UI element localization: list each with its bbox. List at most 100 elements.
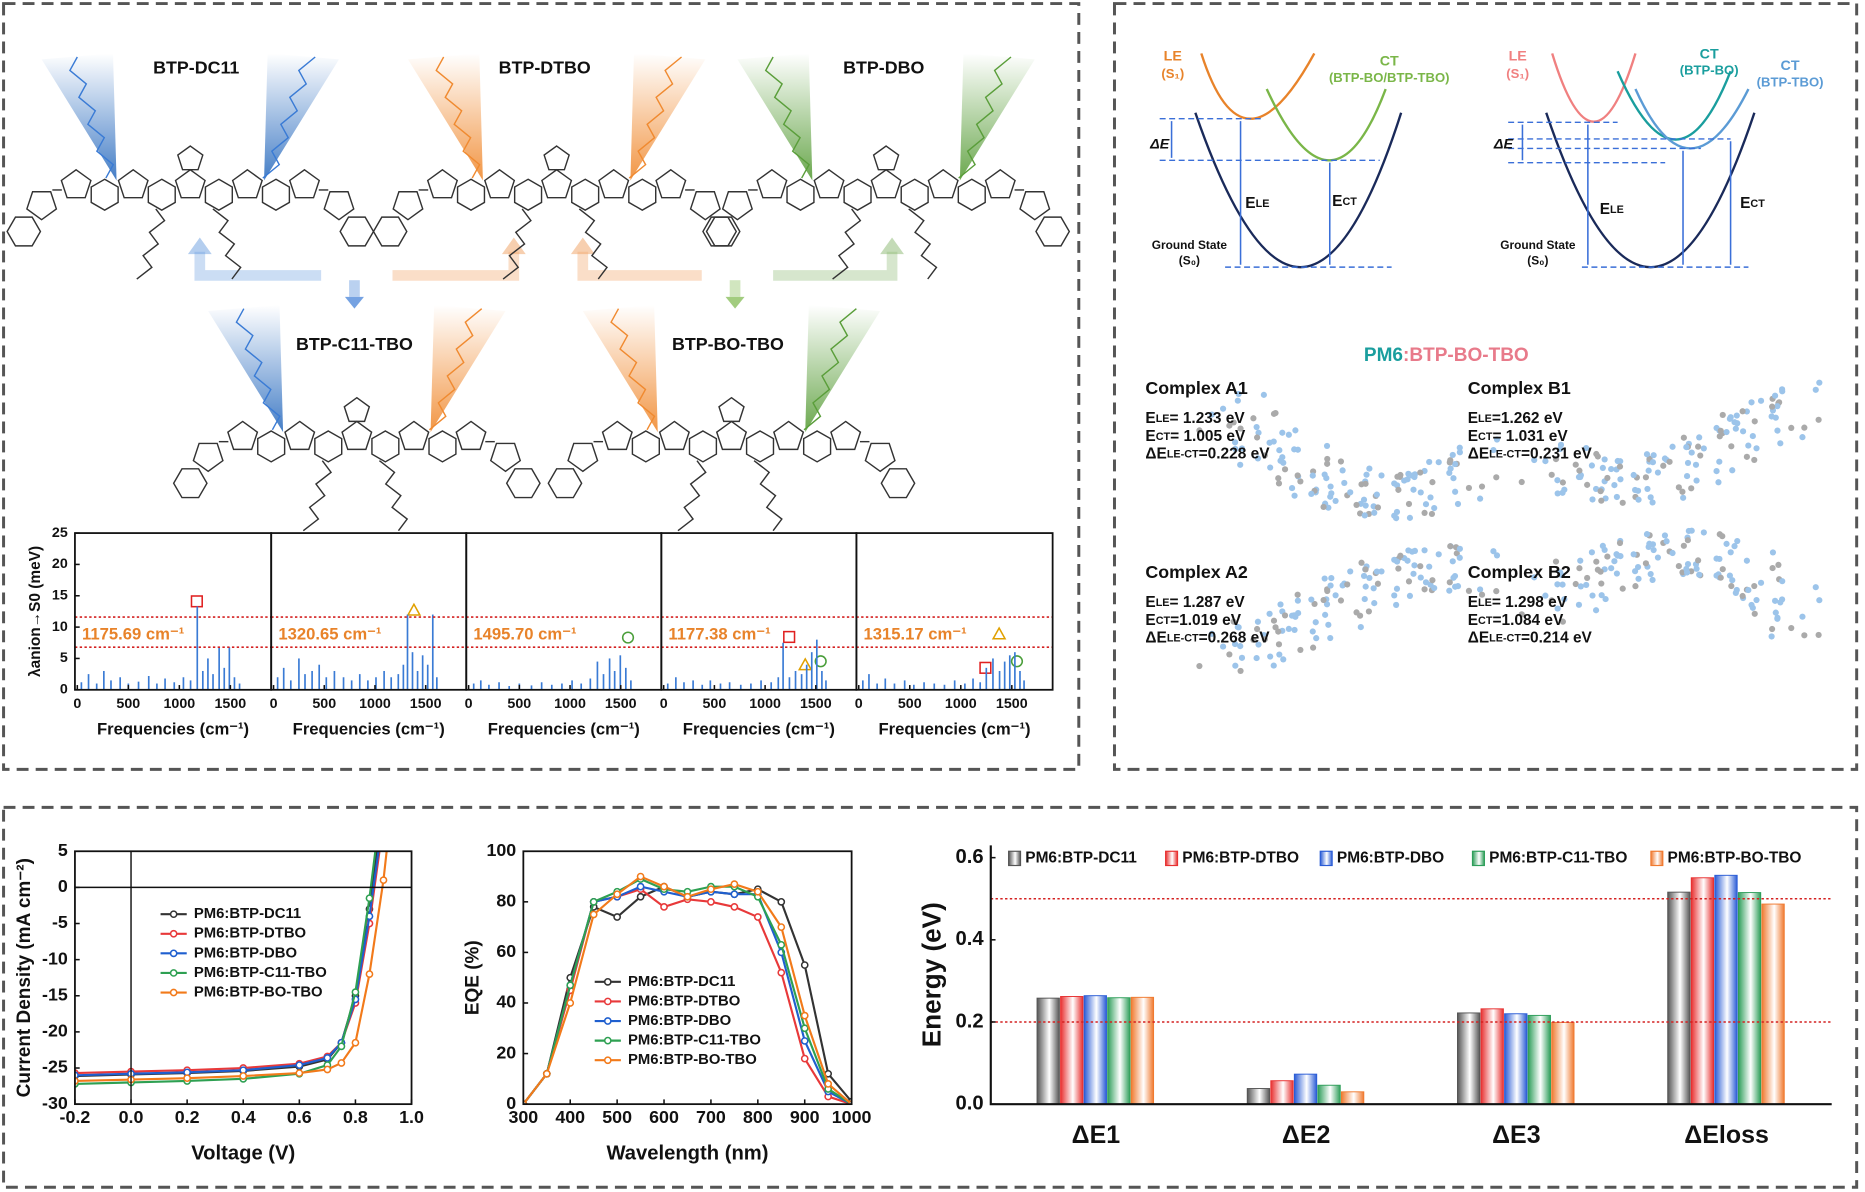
atom [1327,582,1334,589]
atom [1270,410,1278,417]
atom [1465,484,1473,492]
atom [1816,597,1823,604]
atom [1493,588,1500,595]
atom [1404,476,1411,483]
x-tick-label: -0.2 [60,1107,91,1127]
molecule-sketch [172,305,541,532]
atom [1697,452,1704,459]
atom [1478,591,1486,598]
ring [172,468,208,499]
point [683,892,692,901]
x-tick-label: 500 [898,696,922,712]
atom [1601,456,1608,463]
complex-sketch [1196,543,1501,675]
ring [864,442,896,473]
label-part: E [1145,428,1155,445]
y-tick-label: -30 [42,1093,68,1113]
ring [715,420,748,451]
label-part: =0.228 eV [1199,446,1271,463]
label: ECT= 1.031 eV [1468,428,1569,445]
bar [979,682,982,690]
atom [1650,546,1657,554]
atom [1294,446,1301,453]
legend-label: PM6:BTP-C11-TBO [628,1033,761,1049]
atom [1308,490,1315,497]
atom [1548,471,1555,478]
legend-point [603,977,612,986]
atom [1250,636,1257,644]
point [295,1061,304,1069]
atom [1799,613,1806,620]
label: ECT=1.084 eV [1468,612,1564,629]
atom [1261,636,1268,643]
atom [1739,408,1746,415]
legend-label: PM6:BTP-DTBO [194,926,306,942]
side-chain-wedge [959,53,1035,181]
atom [1619,585,1626,592]
subscript: LE-CT [1167,633,1199,645]
atom [1593,558,1600,565]
atom [1219,405,1227,412]
complex-sketch [1196,390,1501,522]
atom [1328,490,1335,497]
atom [1465,587,1473,594]
atom [1323,442,1331,450]
molecule-label: BTP-DTBO [499,58,591,78]
alkyl-chain [378,460,409,532]
x-tick-label: 300 [508,1107,538,1127]
legend-point [603,997,612,1006]
ring [705,216,741,247]
atom [1421,547,1428,554]
label-part: = 1.031 eV [1492,428,1568,445]
x-tick-label: 1500 [410,696,442,712]
label: ECT [1740,195,1765,212]
x-tick-label: 1000 [359,696,391,712]
point [365,894,374,903]
bar [1761,903,1785,1105]
legend-label: PM6:BTP-DC11 [1025,849,1137,866]
panel-border [1112,2,1859,771]
atom [1393,585,1401,592]
label: ELE= 1.298 eV [1468,594,1568,611]
atom [1250,415,1257,422]
atom [1493,552,1501,559]
ring [60,168,92,199]
x-axis-label: Voltage (V) [191,1142,295,1164]
bar [1317,1084,1341,1105]
point [800,1024,809,1033]
label-part: E [1332,193,1342,210]
bar [390,677,393,690]
molecule-label: BTP-BO-TBO [672,334,784,354]
bar [810,652,813,690]
atom [1589,592,1596,599]
y-tick-label: 20 [496,1042,516,1062]
atom [1270,617,1278,624]
ring [284,420,316,451]
label: Complex B2 [1468,562,1571,582]
atom [1449,558,1456,565]
atom [1232,445,1239,452]
bar [488,684,490,690]
ring [371,430,400,463]
atom [1373,568,1380,575]
x-tick-label: 0 [270,696,278,712]
point [351,1038,360,1047]
point [386,747,392,753]
point [589,897,598,906]
atom [1279,429,1286,436]
atom [1449,451,1456,459]
label-part: = 1.005 eV [1170,428,1246,445]
atom [1732,425,1739,432]
atom [1353,501,1360,509]
legend-point [169,949,178,958]
x-tick-label: 1500 [800,696,832,712]
ring [567,442,599,473]
y-tick-label: 25 [52,525,68,541]
alkyl-chain [753,460,783,532]
point [800,1054,809,1063]
point [824,1080,833,1088]
ring [688,430,718,463]
ring [204,178,234,211]
bar [411,652,414,690]
subscript: LE-CT [1167,449,1199,461]
